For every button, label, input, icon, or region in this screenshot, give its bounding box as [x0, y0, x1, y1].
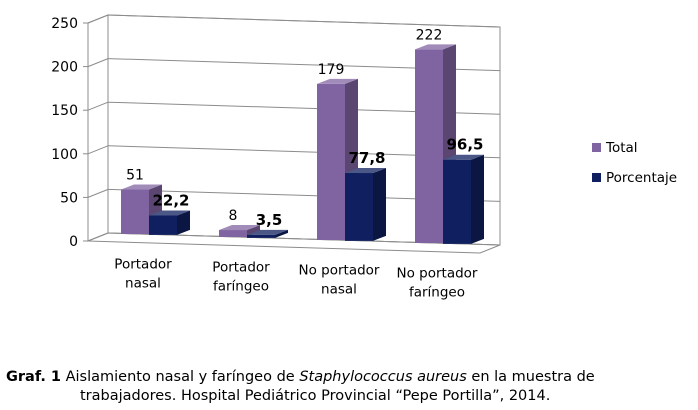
y-axis: 0 50 100 150 200 250	[51, 16, 88, 250]
bar-top	[415, 44, 456, 50]
gridline-side	[87, 58, 109, 68]
gridline-side	[87, 232, 109, 242]
data-label: 179	[318, 62, 345, 78]
bar-front	[219, 230, 247, 238]
x-tick-label: faríngeo	[213, 279, 269, 295]
gridline	[107, 14, 501, 28]
bar-top	[345, 168, 386, 174]
y-tick-label: 200	[51, 60, 78, 76]
data-label: 51	[126, 168, 144, 184]
x-tick-label: Portador	[114, 257, 172, 273]
caption-label: Graf. 1	[6, 369, 61, 385]
bar-top	[443, 154, 484, 160]
data-label: 3,5	[256, 211, 283, 229]
x-tick-label: No portador	[397, 266, 478, 282]
gridline-side	[87, 101, 109, 111]
bar-front	[415, 49, 443, 244]
bar-porcentaje-1	[247, 229, 288, 238]
bar-top	[247, 229, 288, 235]
caption-species: Staphylococcus aureus	[299, 369, 467, 385]
bar-top	[121, 184, 162, 190]
legend-label: Porcentaje	[606, 170, 677, 186]
y-tick-label: 0	[69, 234, 78, 250]
chart: 0 50 100 150 200 250 51 22,2 8 3,5 179 77,8 222 96,5…	[51, 14, 677, 301]
y-tick-label: 100	[51, 147, 78, 163]
bar-front	[121, 189, 149, 235]
bar-porcentaje-3	[443, 154, 484, 244]
data-label: 96,5	[446, 136, 483, 154]
gridline-side	[87, 188, 109, 198]
x-tick-label: Portador	[212, 260, 270, 276]
data-labels: 51 22,2 8 3,5 179 77,8 222 96,5	[126, 27, 483, 228]
bar-side	[471, 154, 484, 244]
y-tick-label: 150	[51, 103, 78, 119]
caption-line-2: trabajadores. Hospital Pediátrico Provin…	[80, 388, 551, 404]
bar-front	[345, 173, 373, 241]
x-tick-label: faríngeo	[409, 285, 465, 301]
gridline-side	[87, 14, 109, 24]
bar-side	[177, 210, 190, 235]
x-axis-labels: Portador nasal Portador faríngeo No portador…	[114, 257, 478, 301]
bar-front	[443, 159, 471, 244]
bar-top	[317, 78, 358, 84]
bar-side	[275, 229, 288, 238]
y-tick-label: 250	[51, 16, 78, 32]
bar-top	[219, 225, 260, 231]
legend-label: Total	[605, 140, 638, 156]
legend-swatch	[592, 173, 601, 182]
data-label: 77,8	[348, 149, 385, 167]
caption-text-after: en la muestra de	[466, 369, 595, 385]
bar-top	[149, 210, 190, 216]
bar-front	[247, 234, 275, 238]
bar-side	[373, 168, 386, 241]
legend: Total Porcentaje	[592, 140, 677, 186]
x-tick-label: No portador	[299, 263, 380, 279]
bar-front	[149, 215, 177, 235]
legend-swatch	[592, 143, 601, 152]
caption-text-before: Aislamiento nasal y faríngeo de	[61, 369, 300, 385]
data-label: 222	[416, 27, 443, 43]
caption-line-1: Graf. 1 Aislamiento nasal y faríngeo de …	[6, 368, 595, 387]
gridline-side	[87, 145, 109, 155]
data-label: 8	[229, 208, 238, 224]
bar-front	[317, 83, 345, 241]
x-tick-label: nasal	[125, 276, 161, 292]
x-tick-label: nasal	[321, 282, 357, 298]
data-label: 22,2	[152, 192, 189, 210]
bar-porcentaje-0	[149, 210, 190, 235]
side-wall	[87, 14, 109, 242]
bars	[121, 44, 484, 244]
bar-porcentaje-2	[345, 168, 386, 241]
y-tick-label: 50	[60, 190, 78, 206]
